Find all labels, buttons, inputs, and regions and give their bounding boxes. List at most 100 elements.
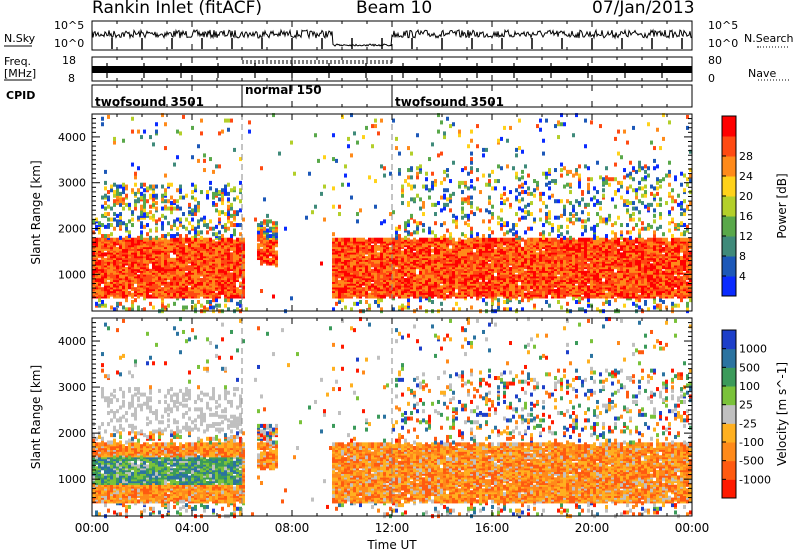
power-cell bbox=[194, 237, 197, 242]
power-cell bbox=[416, 193, 419, 198]
power-cell bbox=[143, 182, 146, 187]
power-cell bbox=[335, 158, 338, 163]
power-cell bbox=[551, 223, 554, 228]
power-cell bbox=[449, 294, 452, 299]
power-cell bbox=[470, 184, 473, 189]
power-cell bbox=[200, 131, 203, 136]
power-cell bbox=[146, 186, 149, 191]
power-cell bbox=[113, 274, 116, 279]
power-cell bbox=[230, 252, 233, 257]
power-cell bbox=[575, 274, 578, 279]
power-cell bbox=[119, 215, 122, 220]
power-cell bbox=[173, 206, 176, 211]
power-cell bbox=[185, 245, 188, 250]
power-cell bbox=[518, 252, 521, 257]
power-cell bbox=[488, 173, 491, 178]
power-cell bbox=[173, 289, 176, 294]
power-cell bbox=[218, 164, 221, 169]
power-cell bbox=[233, 197, 236, 202]
power-cell bbox=[566, 292, 569, 297]
power-cell bbox=[221, 188, 224, 193]
power-cell bbox=[155, 250, 158, 255]
power-cell bbox=[581, 232, 584, 237]
power-cell bbox=[125, 202, 128, 207]
power-cell bbox=[179, 292, 182, 297]
power-cell bbox=[104, 237, 107, 242]
power-cell bbox=[548, 281, 551, 286]
power-cell bbox=[197, 289, 200, 294]
power-cell bbox=[524, 210, 527, 215]
power-cell bbox=[416, 239, 419, 244]
power-cell bbox=[524, 292, 527, 297]
power-cell bbox=[116, 246, 119, 251]
power-cell bbox=[344, 294, 347, 299]
power-cell bbox=[503, 186, 506, 191]
power-cell bbox=[362, 274, 365, 279]
power-cell bbox=[485, 276, 488, 281]
power-cell bbox=[506, 164, 509, 169]
power-cell bbox=[239, 223, 242, 228]
power-cell bbox=[488, 254, 491, 259]
power-cell bbox=[257, 243, 260, 248]
power-cell bbox=[146, 212, 149, 217]
power-cell bbox=[578, 296, 581, 301]
power-cell bbox=[521, 208, 524, 213]
power-cell bbox=[575, 113, 578, 118]
power-cell bbox=[425, 237, 428, 242]
power-cell bbox=[560, 173, 563, 178]
power-cell bbox=[335, 301, 338, 306]
power-cell bbox=[575, 168, 578, 173]
power-cell bbox=[221, 224, 224, 229]
power-cell bbox=[152, 237, 155, 242]
power-cell bbox=[545, 212, 548, 217]
power-cell bbox=[344, 237, 347, 242]
power-cell bbox=[443, 237, 446, 242]
power-cell bbox=[497, 290, 500, 295]
power-cell bbox=[113, 237, 116, 242]
power-cell bbox=[161, 193, 164, 198]
power-cell bbox=[98, 303, 101, 308]
power-cell bbox=[179, 234, 182, 239]
power-cell bbox=[446, 188, 449, 193]
power-cell bbox=[566, 237, 569, 242]
power-cell bbox=[563, 245, 566, 250]
power-cell bbox=[212, 191, 215, 196]
power-cell bbox=[164, 122, 167, 127]
power-cell bbox=[155, 289, 158, 294]
power-cell bbox=[410, 239, 413, 244]
power-cell bbox=[266, 223, 269, 228]
power-cell bbox=[161, 246, 164, 251]
power-cell bbox=[134, 287, 137, 292]
power-cell bbox=[578, 289, 581, 294]
power-cell bbox=[218, 235, 221, 240]
power-cell bbox=[554, 215, 557, 220]
power-cell bbox=[431, 259, 434, 264]
power-cell bbox=[560, 305, 563, 310]
power-cell bbox=[233, 147, 236, 152]
power-cell bbox=[212, 298, 215, 303]
power-cell bbox=[272, 294, 275, 299]
power-cell bbox=[488, 237, 491, 242]
power-cell bbox=[347, 182, 350, 187]
power-cell bbox=[587, 303, 590, 308]
power-cell bbox=[173, 257, 176, 262]
power-cell bbox=[170, 224, 173, 229]
power-cell bbox=[458, 129, 461, 134]
power-cell bbox=[368, 292, 371, 297]
power-cell bbox=[551, 193, 554, 198]
power-cell bbox=[503, 221, 506, 226]
power-cell bbox=[257, 226, 260, 231]
power-cell bbox=[569, 235, 572, 240]
power-cell bbox=[227, 191, 230, 196]
power-cell bbox=[218, 210, 221, 215]
power-cell bbox=[200, 252, 203, 257]
power-cell bbox=[227, 298, 230, 303]
power-cell bbox=[419, 164, 422, 169]
power-cell bbox=[464, 180, 467, 185]
power-cell bbox=[470, 179, 473, 184]
power-cell bbox=[488, 219, 491, 224]
power-cell bbox=[461, 197, 464, 202]
power-cell bbox=[434, 182, 437, 187]
power-cell bbox=[440, 239, 443, 244]
power-cell bbox=[461, 180, 464, 185]
